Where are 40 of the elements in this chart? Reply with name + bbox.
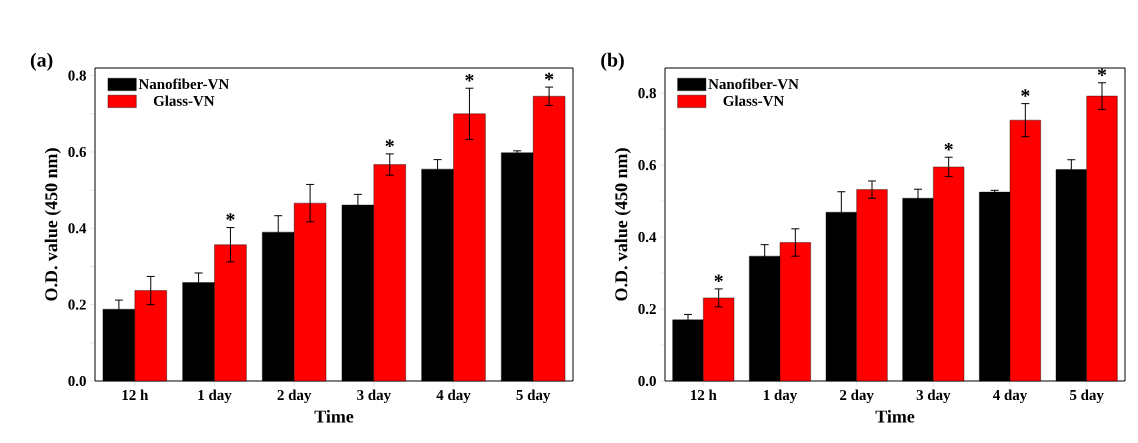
y-axis-title: O.D. value (450 nm) <box>44 148 61 301</box>
x-tick-label: 4 day <box>992 389 1028 404</box>
annotation: * <box>226 213 235 221</box>
x-tick-label: 4 day <box>436 389 471 404</box>
x-tick-label: 12 h <box>691 389 717 400</box>
y-tick-label: 0.6 <box>638 160 657 171</box>
y-tick-label: 0.8 <box>638 88 656 99</box>
legend-label: Glass-VN <box>723 95 785 107</box>
y-tick-label: 0.0 <box>68 375 86 387</box>
annotation: * <box>944 142 953 151</box>
legend-label: Glass-VN <box>153 95 215 107</box>
annotation: * <box>544 72 554 81</box>
y-tick-label: 0.2 <box>638 303 656 315</box>
x-tick-label: 1 day <box>763 389 798 404</box>
y-tick-label: 0.4 <box>638 232 657 243</box>
annotation: * <box>385 139 394 148</box>
legend-label: Nanofiber-VN <box>138 78 230 90</box>
y-tick-label: 0.0 <box>638 375 656 387</box>
y-tick-label: 0.2 <box>68 299 86 310</box>
y-axis-title: O.D. value (450 nm) <box>614 148 631 301</box>
x-tick-label: 3 day <box>916 389 951 404</box>
annotation: * <box>1021 89 1030 97</box>
y-tick-label: 0.8 <box>68 70 86 81</box>
x-tick-label: 1 day <box>198 389 232 404</box>
y-tick-label: 0.4 <box>68 223 87 234</box>
x-tick-label: 5 day <box>516 389 551 404</box>
x-tick-label: 2 day <box>277 389 312 404</box>
x-tick-label: 5 day <box>1070 389 1104 404</box>
x-tick-label: 3 day <box>357 389 391 404</box>
text: (a) <box>30 52 53 71</box>
x-tick-label: 12 h <box>122 389 149 400</box>
x-axis-title: Time <box>314 409 354 423</box>
annotation: * <box>714 274 723 283</box>
legend-label: Nanofiber-VN <box>708 78 799 90</box>
text: (b) <box>601 52 624 71</box>
y-tick-label: 0.6 <box>68 146 87 158</box>
annotation: * <box>465 73 474 82</box>
x-axis-title: Time <box>875 409 915 423</box>
annotation: * <box>1097 68 1107 76</box>
x-tick-label: 2 day <box>840 389 874 404</box>
